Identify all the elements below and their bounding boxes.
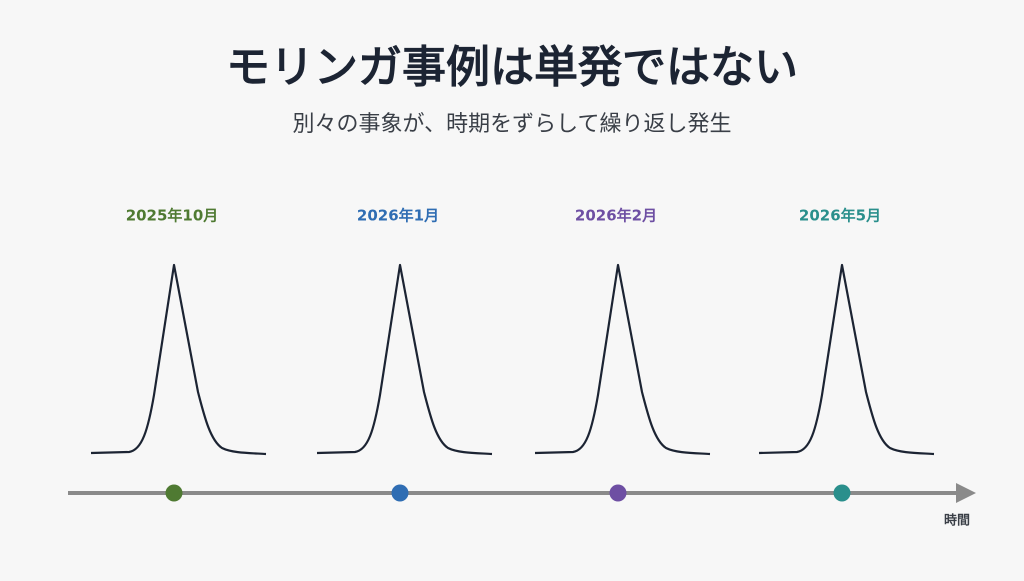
event-dot <box>165 484 183 502</box>
axis-label: 時間 <box>944 513 970 529</box>
subtitle: 別々の事象が、時期をずらして繰り返し発生 <box>293 112 732 137</box>
event-dot <box>391 484 409 502</box>
event-dot <box>833 484 851 502</box>
title: モリンガ事例は単発ではない <box>226 42 798 93</box>
peak-curve <box>316 263 493 456</box>
event-label: 2026年1月 <box>357 207 439 225</box>
peak-curve <box>90 263 267 456</box>
event-dot <box>609 484 627 502</box>
event-label: 2026年2月 <box>575 207 657 225</box>
event-label: 2025年10月 <box>126 207 219 225</box>
peak-curve <box>534 263 711 456</box>
peak-curve <box>758 263 935 456</box>
timeline-arrow <box>956 483 976 503</box>
event-label: 2026年5月 <box>799 207 881 225</box>
